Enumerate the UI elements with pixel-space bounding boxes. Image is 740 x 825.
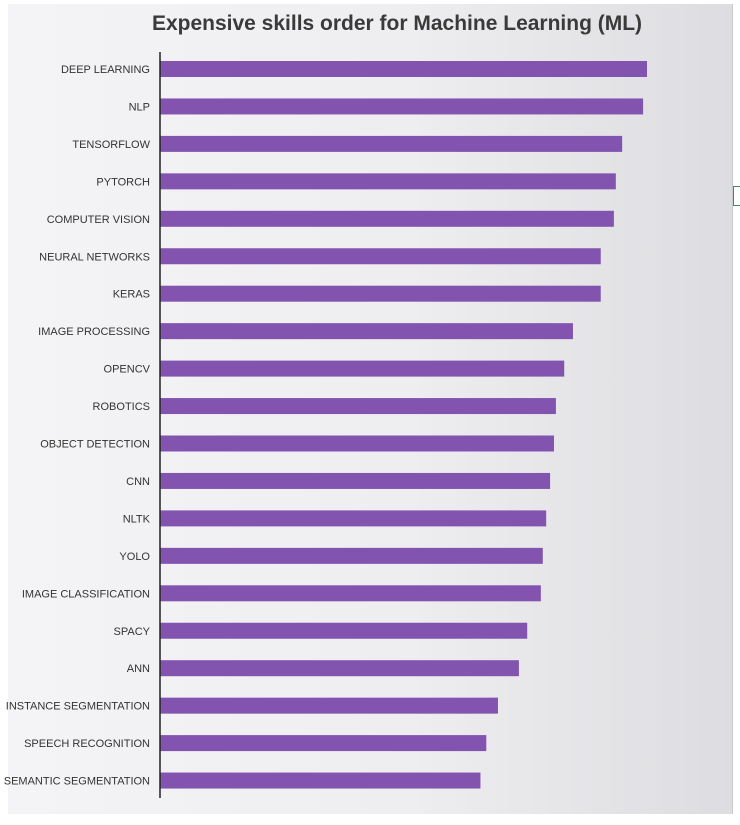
bar-object-detection [160, 435, 554, 452]
category-label: IMAGE PROCESSING [38, 326, 150, 338]
bar-opencv [160, 360, 565, 377]
category-label: IMAGE CLASSIFICATION [22, 588, 150, 600]
bar-robotics [160, 398, 556, 415]
category-label: DEEP LEARNING [61, 64, 150, 76]
bar-spacy [160, 622, 528, 639]
category-label: PYTORCH [96, 176, 150, 188]
category-label: YOLO [119, 551, 150, 563]
category-label: ROBOTICS [93, 401, 150, 413]
category-label: NEURAL NETWORKS [39, 251, 150, 263]
bar-nlp [160, 98, 644, 115]
bar-neural-networks [160, 248, 601, 265]
category-label: INSTANCE SEGMENTATION [6, 701, 150, 713]
category-label: OBJECT DETECTION [40, 439, 150, 451]
bar-semantic-segmentation [160, 772, 481, 789]
bar-instance-segmentation [160, 697, 498, 714]
bar-cnn [160, 472, 551, 489]
edge-marker [733, 186, 734, 206]
bar-keras [160, 285, 601, 302]
category-label: ANN [127, 663, 150, 675]
category-label: NLTK [123, 513, 151, 525]
edge-marker [733, 186, 740, 187]
bar-yolo [160, 547, 543, 564]
category-label: TENSORFLOW [72, 139, 150, 151]
chart-title: Expensive skills order for Machine Learn… [151, 12, 643, 35]
category-label: COMPUTER VISION [47, 214, 150, 226]
bar-deep-learning [160, 61, 647, 77]
category-label: OPENCV [104, 364, 151, 376]
category-label: CNN [126, 476, 150, 488]
bar-ann [160, 660, 519, 677]
bar-pytorch [160, 173, 616, 190]
bar-image-classification [160, 585, 541, 602]
bars-layer [160, 61, 647, 789]
category-label: SPACY [114, 626, 151, 638]
category-label: SEMANTIC SEGMENTATION [4, 776, 150, 788]
bar-computer-vision [160, 210, 614, 227]
category-label: KERAS [113, 289, 150, 301]
bar-nltk [160, 510, 547, 527]
bar-image-processing [160, 323, 573, 340]
category-label: NLP [129, 101, 150, 113]
category-label: SPEECH RECOGNITION [24, 738, 150, 750]
category-labels: DEEP LEARNING NLP TENSORFLOW PYTORCH COMPUTE… [4, 64, 151, 788]
bar-speech-recognition [160, 735, 487, 752]
bar-tensorflow [160, 135, 623, 152]
edge-marker [733, 205, 740, 206]
